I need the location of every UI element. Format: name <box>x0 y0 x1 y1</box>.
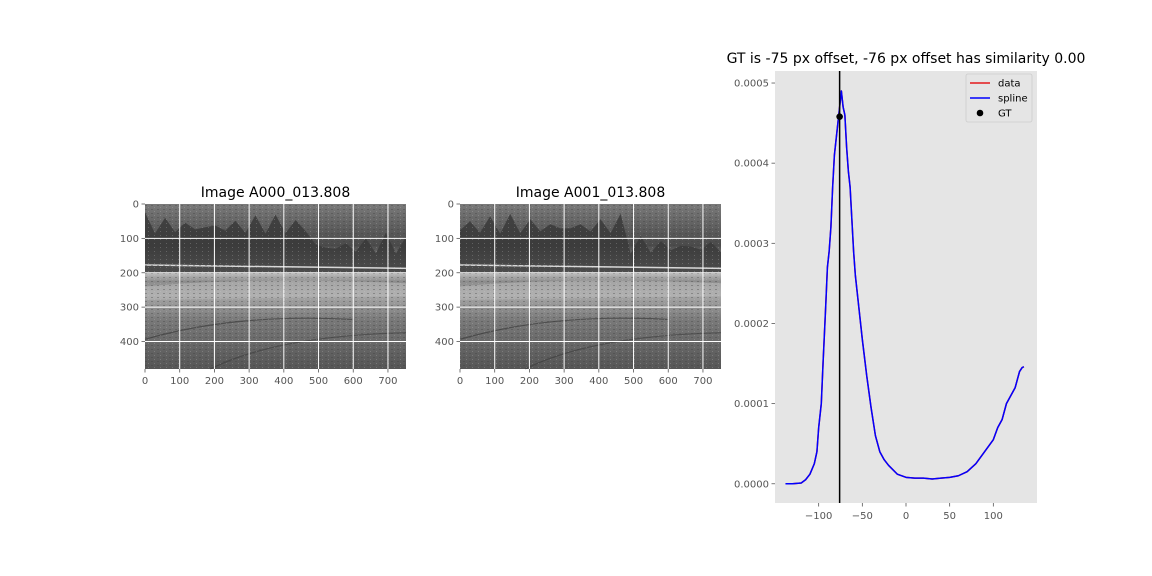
x-tick-label: −100 <box>805 511 832 522</box>
x-ticks-a001: 0 100 200 300 400 500 600 700 <box>457 369 712 387</box>
y-tick-label: 200 <box>120 268 139 279</box>
x-tick-label: 50 <box>943 511 956 522</box>
y-tick-label: 0.0001 <box>734 399 769 410</box>
plot-series <box>785 71 1025 503</box>
x-tick-label: 500 <box>624 376 643 387</box>
photo-texture <box>145 204 406 369</box>
plot-title: GT is -75 px offset, -76 px offset has s… <box>727 51 1086 67</box>
image-panel-a001: Image A001_013.808 0 100 200 300 400 500 600 70… <box>435 185 722 387</box>
y-tick-label: 0.0005 <box>734 79 769 90</box>
series-line-spline <box>785 90 1025 485</box>
field-photo-a001 <box>459 204 722 370</box>
x-tick-label: 300 <box>240 376 259 387</box>
legend-label-spline: spline <box>998 94 1028 105</box>
y-tick-label: 0.0003 <box>734 239 769 250</box>
x-tick-label: 100 <box>170 376 189 387</box>
y-tick-label: 100 <box>120 234 139 245</box>
legend-box <box>965 73 1033 123</box>
x-tick-label: 100 <box>984 511 1003 522</box>
y-ticks-a000: 0 100 200 300 400 <box>120 200 145 348</box>
legend-marker-GT <box>976 109 984 117</box>
x-tick-label: 500 <box>309 376 328 387</box>
y-tick-label: 0 <box>133 200 139 211</box>
y-tick-label: 400 <box>120 337 139 348</box>
x-tick-label: 300 <box>555 376 574 387</box>
x-tick-label: 100 <box>485 376 504 387</box>
y-tick-label: 0 <box>448 200 454 211</box>
x-tick-label: 0 <box>457 376 463 387</box>
x-tick-label: 0 <box>142 376 148 387</box>
y-ticks-plot: 0.0000 0.0001 0.0002 0.0003 0.0004 0.0005 <box>734 79 775 490</box>
y-tick-label: 0.0004 <box>734 159 769 170</box>
y-ticks-a001: 0 100 200 300 400 <box>435 200 460 348</box>
x-ticks-a000: 0 100 200 300 400 500 600 700 <box>142 369 397 387</box>
x-ticks-plot: −100 −50 0 50 100 <box>805 503 1003 522</box>
y-tick-label: 0.0000 <box>734 479 769 490</box>
plot-background <box>775 71 1037 503</box>
y-tick-label: 300 <box>120 303 139 314</box>
image-grid-a000 <box>145 204 406 369</box>
x-tick-label: 200 <box>205 376 224 387</box>
x-tick-label: 600 <box>344 376 363 387</box>
field-photo-a000 <box>144 204 407 370</box>
image-title-a001: Image A001_013.808 <box>516 185 666 201</box>
image-grid-a001 <box>460 204 721 369</box>
y-tick-label: 400 <box>435 337 454 348</box>
image-title-a000: Image A000_013.808 <box>201 185 351 201</box>
y-tick-label: 100 <box>435 234 454 245</box>
y-tick-label: 0.0002 <box>734 319 769 330</box>
x-tick-label: 0 <box>903 511 909 522</box>
x-tick-label: 700 <box>378 376 397 387</box>
x-tick-label: −50 <box>852 511 873 522</box>
x-tick-label: 400 <box>274 376 293 387</box>
legend: data spline GT <box>965 73 1033 123</box>
legend-label-GT: GT <box>998 109 1012 120</box>
image-panel-a000: Image A000_013.808 0 100 200 300 400 500 600 70… <box>120 185 407 387</box>
x-tick-label: 400 <box>589 376 608 387</box>
x-tick-label: 200 <box>520 376 539 387</box>
x-tick-label: 600 <box>659 376 678 387</box>
x-tick-label: 700 <box>693 376 712 387</box>
y-tick-label: 200 <box>435 268 454 279</box>
y-tick-label: 300 <box>435 303 454 314</box>
legend-label-data: data <box>998 79 1021 90</box>
similarity-plot: GT is -75 px offset, -76 px offset has s… <box>727 51 1086 522</box>
photo-texture <box>460 204 721 369</box>
